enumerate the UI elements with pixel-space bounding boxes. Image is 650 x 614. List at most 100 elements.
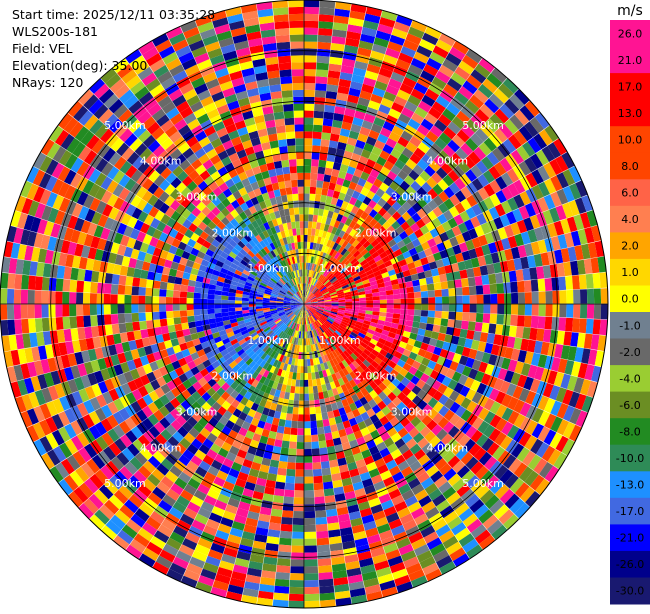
range-gate bbox=[304, 435, 311, 442]
range-gate bbox=[317, 173, 324, 181]
range-gate bbox=[173, 304, 180, 311]
range-gate bbox=[161, 274, 169, 282]
range-gate bbox=[297, 428, 304, 435]
range-gate bbox=[325, 98, 336, 106]
range-gate bbox=[152, 296, 159, 304]
range-gate bbox=[488, 274, 496, 285]
range-gate bbox=[304, 518, 315, 525]
range-gate bbox=[490, 284, 498, 294]
range-gate bbox=[91, 271, 99, 283]
range-gate bbox=[414, 292, 421, 298]
range-gate bbox=[289, 587, 304, 594]
range-gate bbox=[48, 291, 55, 304]
range-gate bbox=[159, 289, 167, 297]
range-gate bbox=[291, 559, 304, 566]
range-gate bbox=[293, 407, 299, 414]
range-gate bbox=[14, 319, 22, 334]
range-gate bbox=[352, 304, 359, 307]
range-gate bbox=[504, 304, 511, 315]
range-gate bbox=[49, 278, 57, 291]
range-gate bbox=[159, 311, 167, 319]
range-gate bbox=[432, 275, 440, 283]
range-gate bbox=[317, 551, 330, 559]
range-gate bbox=[221, 308, 228, 313]
range-gate bbox=[587, 304, 594, 319]
range-gate bbox=[235, 307, 242, 311]
range-gate bbox=[304, 194, 310, 201]
range-gate bbox=[470, 295, 477, 304]
range-gate bbox=[316, 517, 328, 525]
range-gate bbox=[552, 291, 559, 304]
range-gate bbox=[435, 311, 442, 318]
range-gate bbox=[586, 274, 594, 289]
range-gate bbox=[138, 287, 146, 296]
range-gate bbox=[249, 304, 256, 307]
range-gate bbox=[495, 324, 503, 335]
range-gate bbox=[593, 273, 601, 289]
range-gate bbox=[277, 426, 285, 434]
range-gate bbox=[280, 412, 287, 420]
range-gate bbox=[286, 476, 296, 484]
range-gate bbox=[318, 160, 326, 168]
range-gate bbox=[345, 302, 352, 304]
range-gate bbox=[304, 180, 310, 187]
range-gate bbox=[304, 497, 314, 504]
range-gate bbox=[319, 441, 327, 449]
range-gate bbox=[594, 304, 601, 319]
range-gate bbox=[187, 316, 195, 323]
range-gate bbox=[284, 490, 294, 498]
range-gate bbox=[326, 439, 334, 447]
range-gate bbox=[304, 159, 311, 166]
range-gate bbox=[188, 322, 196, 329]
range-gate bbox=[316, 413, 323, 421]
range-gate bbox=[304, 21, 318, 28]
range-gate bbox=[475, 322, 483, 332]
range-gate bbox=[401, 304, 408, 309]
range-gate bbox=[310, 421, 317, 428]
range-gate bbox=[292, 525, 304, 532]
range-gate bbox=[288, 400, 294, 408]
range-gate bbox=[312, 138, 321, 146]
range-gate bbox=[435, 304, 442, 311]
range-gate bbox=[318, 558, 332, 566]
range-gate bbox=[304, 249, 307, 256]
range-gate bbox=[221, 304, 228, 308]
range-gate bbox=[35, 318, 43, 332]
range-gate bbox=[104, 283, 112, 294]
range-gate bbox=[35, 304, 42, 318]
range-gate bbox=[468, 321, 476, 331]
range-gate bbox=[380, 304, 387, 308]
range-gate bbox=[304, 559, 317, 566]
range-gate bbox=[449, 304, 456, 312]
range-gate bbox=[304, 566, 318, 573]
range-gate bbox=[304, 214, 309, 221]
range-gate bbox=[441, 281, 449, 289]
range-gate bbox=[324, 174, 332, 182]
range-gate bbox=[214, 295, 221, 300]
range-gate bbox=[174, 277, 182, 285]
range-gate bbox=[145, 288, 153, 296]
range-gate bbox=[456, 304, 463, 312]
range-gate bbox=[393, 309, 400, 314]
range-gate bbox=[124, 304, 131, 313]
range-gate bbox=[214, 309, 221, 314]
range-gate bbox=[324, 105, 335, 113]
range-gate bbox=[263, 304, 270, 306]
range-gate bbox=[201, 309, 208, 315]
range-gate bbox=[601, 304, 608, 319]
range-gate bbox=[304, 483, 314, 490]
range-gate bbox=[511, 293, 518, 304]
range-gate bbox=[304, 207, 309, 214]
range-gate bbox=[119, 275, 127, 285]
range-gate bbox=[304, 83, 315, 90]
range-gate bbox=[35, 290, 42, 304]
range-gate bbox=[21, 275, 29, 290]
range-gate bbox=[304, 421, 310, 428]
range-gate bbox=[228, 308, 235, 312]
range-gate bbox=[317, 427, 324, 435]
range-gate bbox=[359, 304, 366, 307]
range-gate bbox=[322, 412, 329, 420]
range-gate bbox=[558, 317, 566, 331]
range-gate bbox=[538, 279, 546, 292]
